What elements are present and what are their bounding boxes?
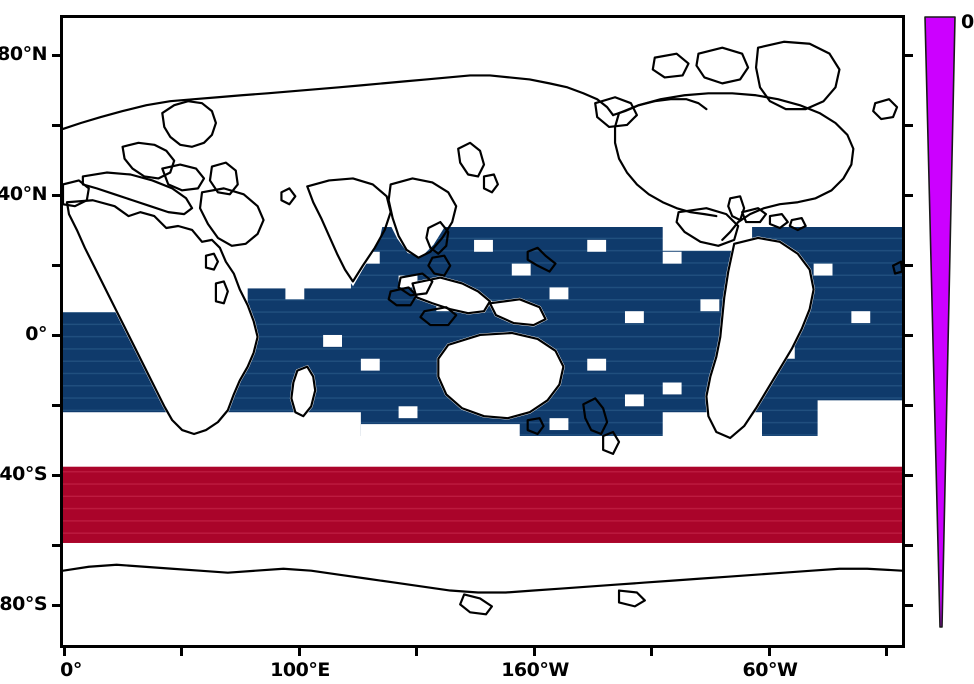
tick-y-40N [52,194,63,197]
tick-y-right-40S [902,474,913,477]
tick-y-right-60N [902,124,913,127]
tick-x-50E [180,645,183,656]
tick-x-10W [885,645,888,656]
tick-y-40S [52,474,63,477]
tick-y-20S [52,404,63,407]
tick-y-right-0 [902,334,913,337]
tick-y-right-20N [902,264,913,267]
tick-y-right-40N [902,194,913,197]
colorbar: 0 [921,11,974,630]
tick-y-80N [52,54,63,57]
tick-y-0 [52,334,63,337]
coastline-layer [63,40,902,616]
ticklabel-y-80N: 80°N [0,43,47,65]
tick-y-right-80S [902,604,913,607]
tick-x-160W [533,645,536,656]
ticklabel-x-160W: 160°W [501,659,569,681]
tick-x-60W [768,645,771,656]
ticklabel-y-40S: 40°S [0,463,47,485]
ticklabel-y-40N: 40°N [0,183,47,205]
tick-x-0 [63,645,66,656]
map-plot-area [63,18,902,645]
region-southern-midlatitude-band [63,466,902,543]
tick-x-100E [298,645,301,656]
tick-y-80S [52,604,63,607]
tick-y-right-80N [902,54,913,57]
colorbar-wedge [924,16,956,628]
tick-y-right-60S [902,544,913,547]
ticklabel-y-80S: 80°S [0,593,47,615]
tick-y-20N [52,264,63,267]
tick-x-150E [415,645,418,656]
ticklabel-y-0: 0° [25,323,47,345]
map-axes: 80°N 40°N 0° 40°S 80°S 0° 100°E 160°W 60… [0,15,913,681]
colorbar-max-label: 0 [961,11,974,33]
tick-y-60N [52,124,63,127]
tick-x-110W [650,645,653,656]
ticklabel-x-60W: 60°W [742,659,798,681]
tick-y-right-20S [902,404,913,407]
tick-y-60S [52,544,63,547]
ticklabel-x-0: 0° [60,659,82,681]
ticklabel-x-100E: 100°E [270,659,330,681]
